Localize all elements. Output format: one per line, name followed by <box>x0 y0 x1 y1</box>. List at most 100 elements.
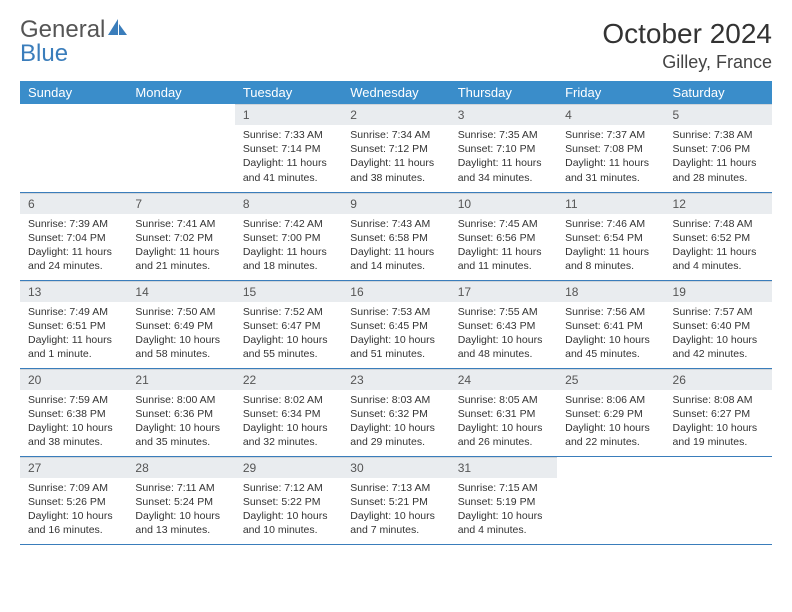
day-number: 1 <box>235 104 342 125</box>
week-row: 6Sunrise: 7:39 AMSunset: 7:04 PMDaylight… <box>20 192 772 280</box>
weekday-monday: Monday <box>127 81 234 104</box>
day-cell-10: 10Sunrise: 7:45 AMSunset: 6:56 PMDayligh… <box>450 192 557 280</box>
location: Gilley, France <box>602 52 772 73</box>
day-cell-29: 29Sunrise: 7:12 AMSunset: 5:22 PMDayligh… <box>235 456 342 544</box>
day-number: 10 <box>450 193 557 214</box>
day-details: Sunrise: 7:33 AMSunset: 7:14 PMDaylight:… <box>235 125 342 189</box>
day-details: Sunrise: 8:06 AMSunset: 6:29 PMDaylight:… <box>557 390 664 454</box>
day-details: Sunrise: 8:03 AMSunset: 6:32 PMDaylight:… <box>342 390 449 454</box>
calendar-body: 1Sunrise: 7:33 AMSunset: 7:14 PMDaylight… <box>20 104 772 544</box>
day-details: Sunrise: 8:00 AMSunset: 6:36 PMDaylight:… <box>127 390 234 454</box>
day-number: 2 <box>342 104 449 125</box>
day-cell-6: 6Sunrise: 7:39 AMSunset: 7:04 PMDaylight… <box>20 192 127 280</box>
day-cell-19: 19Sunrise: 7:57 AMSunset: 6:40 PMDayligh… <box>665 280 772 368</box>
week-row: 1Sunrise: 7:33 AMSunset: 7:14 PMDaylight… <box>20 104 772 192</box>
empty-cell <box>665 456 772 544</box>
day-details: Sunrise: 7:37 AMSunset: 7:08 PMDaylight:… <box>557 125 664 189</box>
day-cell-13: 13Sunrise: 7:49 AMSunset: 6:51 PMDayligh… <box>20 280 127 368</box>
day-cell-27: 27Sunrise: 7:09 AMSunset: 5:26 PMDayligh… <box>20 456 127 544</box>
day-details: Sunrise: 8:02 AMSunset: 6:34 PMDaylight:… <box>235 390 342 454</box>
weekday-thursday: Thursday <box>450 81 557 104</box>
day-number: 13 <box>20 281 127 302</box>
day-number: 3 <box>450 104 557 125</box>
day-details: Sunrise: 7:11 AMSunset: 5:24 PMDaylight:… <box>127 478 234 542</box>
day-number: 19 <box>665 281 772 302</box>
day-details: Sunrise: 7:52 AMSunset: 6:47 PMDaylight:… <box>235 302 342 366</box>
weekday-wednesday: Wednesday <box>342 81 449 104</box>
day-details: Sunrise: 7:53 AMSunset: 6:45 PMDaylight:… <box>342 302 449 366</box>
day-details: Sunrise: 7:45 AMSunset: 6:56 PMDaylight:… <box>450 214 557 278</box>
empty-cell <box>20 104 127 192</box>
day-cell-14: 14Sunrise: 7:50 AMSunset: 6:49 PMDayligh… <box>127 280 234 368</box>
day-number: 29 <box>235 457 342 478</box>
day-details: Sunrise: 7:12 AMSunset: 5:22 PMDaylight:… <box>235 478 342 542</box>
day-details: Sunrise: 7:49 AMSunset: 6:51 PMDaylight:… <box>20 302 127 366</box>
day-number: 9 <box>342 193 449 214</box>
day-details: Sunrise: 7:59 AMSunset: 6:38 PMDaylight:… <box>20 390 127 454</box>
day-number: 28 <box>127 457 234 478</box>
week-row: 27Sunrise: 7:09 AMSunset: 5:26 PMDayligh… <box>20 456 772 544</box>
day-details: Sunrise: 7:56 AMSunset: 6:41 PMDaylight:… <box>557 302 664 366</box>
day-cell-26: 26Sunrise: 8:08 AMSunset: 6:27 PMDayligh… <box>665 368 772 456</box>
day-details: Sunrise: 7:34 AMSunset: 7:12 PMDaylight:… <box>342 125 449 189</box>
day-cell-11: 11Sunrise: 7:46 AMSunset: 6:54 PMDayligh… <box>557 192 664 280</box>
calendar-table: SundayMondayTuesdayWednesdayThursdayFrid… <box>20 81 772 545</box>
day-number: 6 <box>20 193 127 214</box>
day-number: 8 <box>235 193 342 214</box>
day-number: 7 <box>127 193 234 214</box>
day-details: Sunrise: 7:46 AMSunset: 6:54 PMDaylight:… <box>557 214 664 278</box>
day-cell-30: 30Sunrise: 7:13 AMSunset: 5:21 PMDayligh… <box>342 456 449 544</box>
day-cell-15: 15Sunrise: 7:52 AMSunset: 6:47 PMDayligh… <box>235 280 342 368</box>
day-details: Sunrise: 7:43 AMSunset: 6:58 PMDaylight:… <box>342 214 449 278</box>
day-details: Sunrise: 7:15 AMSunset: 5:19 PMDaylight:… <box>450 478 557 542</box>
day-number: 24 <box>450 369 557 390</box>
weekday-sunday: Sunday <box>20 81 127 104</box>
day-details: Sunrise: 7:50 AMSunset: 6:49 PMDaylight:… <box>127 302 234 366</box>
empty-cell <box>127 104 234 192</box>
weekday-header-row: SundayMondayTuesdayWednesdayThursdayFrid… <box>20 81 772 104</box>
day-number: 14 <box>127 281 234 302</box>
logo: GeneralBlue <box>20 18 129 66</box>
day-details: Sunrise: 7:39 AMSunset: 7:04 PMDaylight:… <box>20 214 127 278</box>
day-cell-25: 25Sunrise: 8:06 AMSunset: 6:29 PMDayligh… <box>557 368 664 456</box>
day-number: 21 <box>127 369 234 390</box>
day-number: 26 <box>665 369 772 390</box>
day-cell-21: 21Sunrise: 8:00 AMSunset: 6:36 PMDayligh… <box>127 368 234 456</box>
day-details: Sunrise: 7:55 AMSunset: 6:43 PMDaylight:… <box>450 302 557 366</box>
week-row: 20Sunrise: 7:59 AMSunset: 6:38 PMDayligh… <box>20 368 772 456</box>
day-number: 25 <box>557 369 664 390</box>
day-cell-22: 22Sunrise: 8:02 AMSunset: 6:34 PMDayligh… <box>235 368 342 456</box>
day-number: 15 <box>235 281 342 302</box>
day-number: 22 <box>235 369 342 390</box>
day-cell-3: 3Sunrise: 7:35 AMSunset: 7:10 PMDaylight… <box>450 104 557 192</box>
month-year: October 2024 <box>602 18 772 50</box>
title-block: October 2024 Gilley, France <box>602 18 772 73</box>
day-cell-1: 1Sunrise: 7:33 AMSunset: 7:14 PMDaylight… <box>235 104 342 192</box>
day-number: 31 <box>450 457 557 478</box>
day-details: Sunrise: 7:48 AMSunset: 6:52 PMDaylight:… <box>665 214 772 278</box>
day-cell-5: 5Sunrise: 7:38 AMSunset: 7:06 PMDaylight… <box>665 104 772 192</box>
day-details: Sunrise: 8:08 AMSunset: 6:27 PMDaylight:… <box>665 390 772 454</box>
week-row: 13Sunrise: 7:49 AMSunset: 6:51 PMDayligh… <box>20 280 772 368</box>
day-cell-4: 4Sunrise: 7:37 AMSunset: 7:08 PMDaylight… <box>557 104 664 192</box>
day-details: Sunrise: 7:35 AMSunset: 7:10 PMDaylight:… <box>450 125 557 189</box>
weekday-friday: Friday <box>557 81 664 104</box>
day-number: 11 <box>557 193 664 214</box>
day-cell-17: 17Sunrise: 7:55 AMSunset: 6:43 PMDayligh… <box>450 280 557 368</box>
day-details: Sunrise: 8:05 AMSunset: 6:31 PMDaylight:… <box>450 390 557 454</box>
day-cell-18: 18Sunrise: 7:56 AMSunset: 6:41 PMDayligh… <box>557 280 664 368</box>
day-number: 5 <box>665 104 772 125</box>
logo-inner: GeneralBlue <box>20 18 129 66</box>
empty-cell <box>557 456 664 544</box>
day-cell-24: 24Sunrise: 8:05 AMSunset: 6:31 PMDayligh… <box>450 368 557 456</box>
day-number: 18 <box>557 281 664 302</box>
day-number: 4 <box>557 104 664 125</box>
day-number: 17 <box>450 281 557 302</box>
day-number: 16 <box>342 281 449 302</box>
day-cell-12: 12Sunrise: 7:48 AMSunset: 6:52 PMDayligh… <box>665 192 772 280</box>
logo-text-blue: Blue <box>20 40 68 67</box>
day-cell-9: 9Sunrise: 7:43 AMSunset: 6:58 PMDaylight… <box>342 192 449 280</box>
day-number: 20 <box>20 369 127 390</box>
day-number: 23 <box>342 369 449 390</box>
weekday-saturday: Saturday <box>665 81 772 104</box>
